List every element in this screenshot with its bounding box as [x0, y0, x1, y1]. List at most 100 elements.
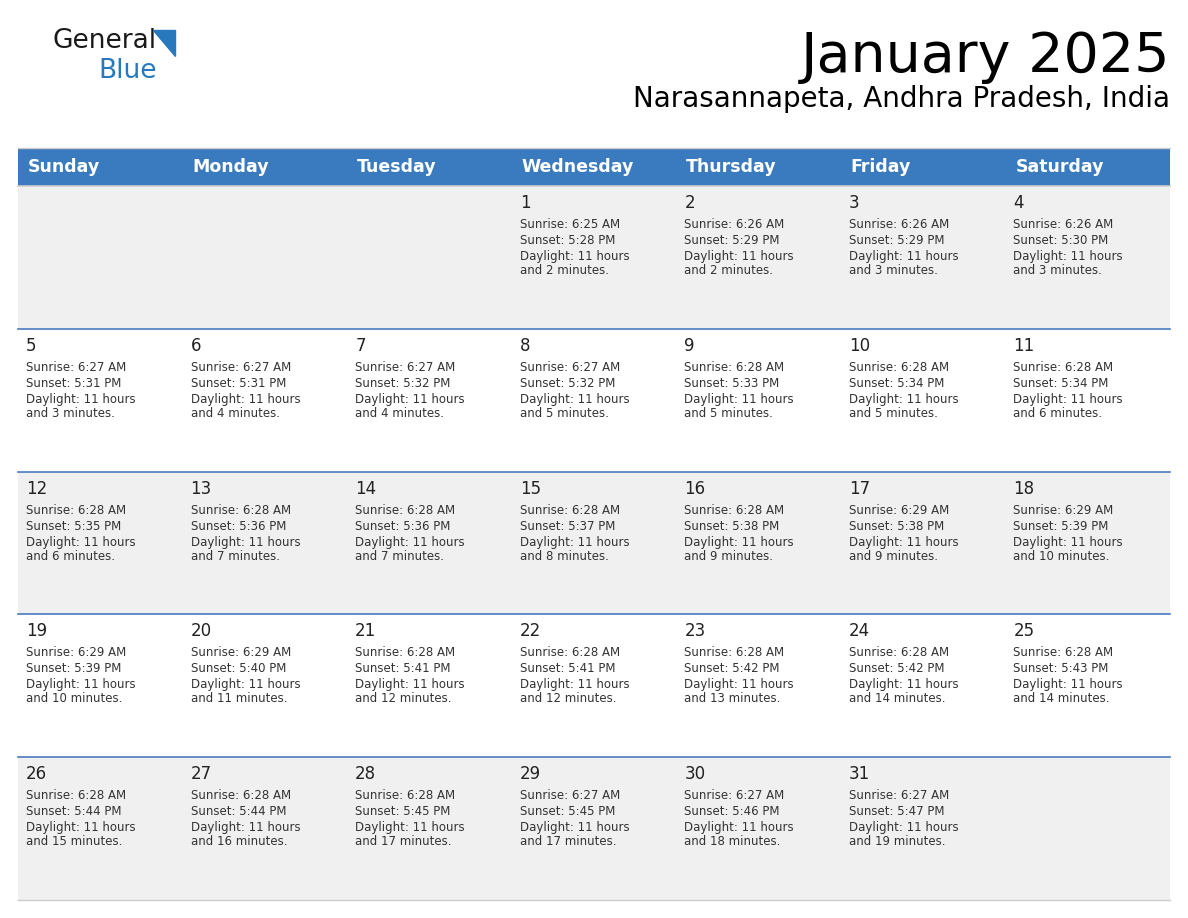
Text: Sunrise: 6:28 AM: Sunrise: 6:28 AM [684, 646, 784, 659]
Text: Sunrise: 6:28 AM: Sunrise: 6:28 AM [190, 789, 291, 802]
Bar [18, 148, 1170, 186]
Text: Daylight: 11 hours: Daylight: 11 hours [26, 678, 135, 691]
Text: Daylight: 11 hours: Daylight: 11 hours [26, 393, 135, 406]
Text: and 7 minutes.: and 7 minutes. [190, 550, 279, 563]
Text: Daylight: 11 hours: Daylight: 11 hours [1013, 250, 1123, 263]
Text: Sunrise: 6:28 AM: Sunrise: 6:28 AM [355, 646, 455, 659]
Text: Sunrise: 6:27 AM: Sunrise: 6:27 AM [849, 789, 949, 802]
Text: Sunrise: 6:28 AM: Sunrise: 6:28 AM [190, 504, 291, 517]
Text: Sunset: 5:32 PM: Sunset: 5:32 PM [355, 376, 450, 390]
Text: 30: 30 [684, 766, 706, 783]
Text: and 17 minutes.: and 17 minutes. [519, 835, 617, 848]
Text: and 10 minutes.: and 10 minutes. [1013, 550, 1110, 563]
Text: Sunrise: 6:28 AM: Sunrise: 6:28 AM [519, 646, 620, 659]
Text: Narasannapeta, Andhra Pradesh, India: Narasannapeta, Andhra Pradesh, India [633, 85, 1170, 113]
Text: 9: 9 [684, 337, 695, 354]
Text: Sunrise: 6:28 AM: Sunrise: 6:28 AM [519, 504, 620, 517]
Text: Daylight: 11 hours: Daylight: 11 hours [849, 250, 959, 263]
Text: Daylight: 11 hours: Daylight: 11 hours [1013, 678, 1123, 691]
Text: Sunrise: 6:28 AM: Sunrise: 6:28 AM [684, 504, 784, 517]
Text: Sunrise: 6:28 AM: Sunrise: 6:28 AM [849, 646, 949, 659]
Text: 25: 25 [1013, 622, 1035, 641]
Bar [18, 757, 1170, 900]
Text: Friday: Friday [851, 158, 911, 176]
Text: Daylight: 11 hours: Daylight: 11 hours [190, 822, 301, 834]
Text: 22: 22 [519, 622, 541, 641]
Text: Sunset: 5:37 PM: Sunset: 5:37 PM [519, 520, 615, 532]
Text: Sunset: 5:34 PM: Sunset: 5:34 PM [1013, 376, 1108, 390]
Text: Sunrise: 6:27 AM: Sunrise: 6:27 AM [355, 361, 455, 374]
Text: Blue: Blue [97, 58, 157, 84]
Text: 17: 17 [849, 479, 870, 498]
Text: 11: 11 [1013, 337, 1035, 354]
Text: 21: 21 [355, 622, 377, 641]
Bar [18, 186, 1170, 329]
Text: Daylight: 11 hours: Daylight: 11 hours [1013, 535, 1123, 549]
Text: and 14 minutes.: and 14 minutes. [849, 692, 946, 705]
Text: Sunrise: 6:27 AM: Sunrise: 6:27 AM [519, 789, 620, 802]
Text: Sunrise: 6:28 AM: Sunrise: 6:28 AM [26, 504, 126, 517]
Text: Sunset: 5:32 PM: Sunset: 5:32 PM [519, 376, 615, 390]
Text: General: General [52, 28, 156, 54]
Text: Sunset: 5:40 PM: Sunset: 5:40 PM [190, 663, 286, 676]
Text: and 4 minutes.: and 4 minutes. [355, 407, 444, 420]
Text: 2: 2 [684, 194, 695, 212]
Text: and 5 minutes.: and 5 minutes. [849, 407, 937, 420]
Text: and 14 minutes.: and 14 minutes. [1013, 692, 1110, 705]
Text: 5: 5 [26, 337, 37, 354]
Text: Sunrise: 6:27 AM: Sunrise: 6:27 AM [190, 361, 291, 374]
Text: Sunrise: 6:29 AM: Sunrise: 6:29 AM [26, 646, 126, 659]
Text: Daylight: 11 hours: Daylight: 11 hours [26, 822, 135, 834]
Text: Thursday: Thursday [687, 158, 777, 176]
Text: 31: 31 [849, 766, 870, 783]
Text: Sunrise: 6:28 AM: Sunrise: 6:28 AM [1013, 361, 1113, 374]
Polygon shape [153, 30, 175, 56]
Text: Daylight: 11 hours: Daylight: 11 hours [684, 393, 794, 406]
Text: Sunset: 5:41 PM: Sunset: 5:41 PM [355, 663, 450, 676]
Text: and 10 minutes.: and 10 minutes. [26, 692, 122, 705]
Bar [18, 614, 1170, 757]
Text: Sunset: 5:30 PM: Sunset: 5:30 PM [1013, 234, 1108, 247]
Text: Sunset: 5:36 PM: Sunset: 5:36 PM [355, 520, 450, 532]
Text: Sunset: 5:28 PM: Sunset: 5:28 PM [519, 234, 615, 247]
Text: 4: 4 [1013, 194, 1024, 212]
Text: Tuesday: Tuesday [358, 158, 437, 176]
Text: Sunday: Sunday [29, 158, 100, 176]
Text: and 12 minutes.: and 12 minutes. [519, 692, 617, 705]
Text: Daylight: 11 hours: Daylight: 11 hours [684, 535, 794, 549]
Text: 7: 7 [355, 337, 366, 354]
Text: Daylight: 11 hours: Daylight: 11 hours [684, 250, 794, 263]
Text: and 6 minutes.: and 6 minutes. [1013, 407, 1102, 420]
Text: Sunset: 5:44 PM: Sunset: 5:44 PM [26, 805, 121, 818]
Text: and 3 minutes.: and 3 minutes. [1013, 264, 1102, 277]
Text: 15: 15 [519, 479, 541, 498]
Text: Sunrise: 6:28 AM: Sunrise: 6:28 AM [355, 789, 455, 802]
Text: and 5 minutes.: and 5 minutes. [684, 407, 773, 420]
Text: Sunset: 5:46 PM: Sunset: 5:46 PM [684, 805, 779, 818]
Text: 23: 23 [684, 622, 706, 641]
Text: and 3 minutes.: and 3 minutes. [26, 407, 115, 420]
Text: and 5 minutes.: and 5 minutes. [519, 407, 608, 420]
Text: and 8 minutes.: and 8 minutes. [519, 550, 608, 563]
Text: 13: 13 [190, 479, 211, 498]
Text: Sunset: 5:36 PM: Sunset: 5:36 PM [190, 520, 286, 532]
Text: Sunset: 5:45 PM: Sunset: 5:45 PM [519, 805, 615, 818]
Text: Daylight: 11 hours: Daylight: 11 hours [26, 535, 135, 549]
Text: Sunrise: 6:29 AM: Sunrise: 6:29 AM [1013, 504, 1113, 517]
Text: Sunset: 5:35 PM: Sunset: 5:35 PM [26, 520, 121, 532]
Text: Daylight: 11 hours: Daylight: 11 hours [190, 678, 301, 691]
Text: 20: 20 [190, 622, 211, 641]
Text: Daylight: 11 hours: Daylight: 11 hours [519, 393, 630, 406]
Text: Sunrise: 6:27 AM: Sunrise: 6:27 AM [26, 361, 126, 374]
Text: 6: 6 [190, 337, 201, 354]
Text: Sunset: 5:41 PM: Sunset: 5:41 PM [519, 663, 615, 676]
Text: Sunrise: 6:26 AM: Sunrise: 6:26 AM [684, 218, 784, 231]
Text: Daylight: 11 hours: Daylight: 11 hours [355, 535, 465, 549]
Text: Daylight: 11 hours: Daylight: 11 hours [519, 250, 630, 263]
Text: Sunrise: 6:28 AM: Sunrise: 6:28 AM [684, 361, 784, 374]
Text: Daylight: 11 hours: Daylight: 11 hours [849, 393, 959, 406]
Text: Wednesday: Wednesday [522, 158, 634, 176]
Text: Sunset: 5:43 PM: Sunset: 5:43 PM [1013, 663, 1108, 676]
Text: Daylight: 11 hours: Daylight: 11 hours [849, 822, 959, 834]
Text: 19: 19 [26, 622, 48, 641]
